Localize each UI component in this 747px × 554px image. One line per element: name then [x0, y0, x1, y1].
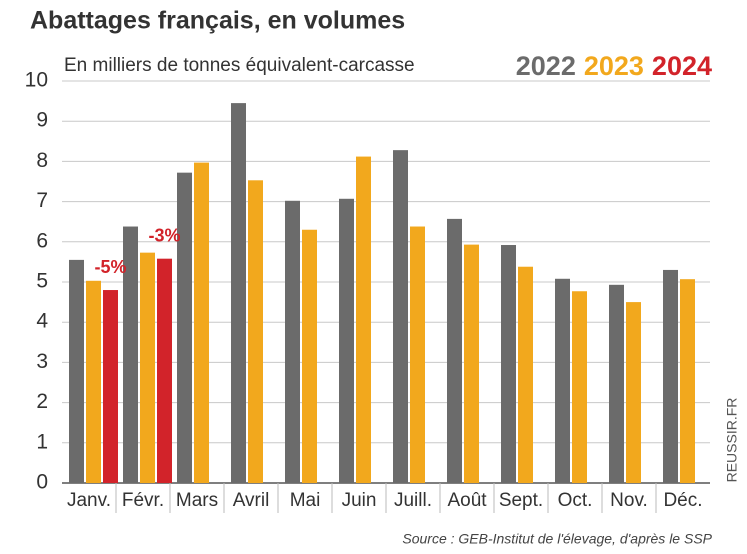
legend-entry: 2024	[652, 51, 712, 81]
y-tick-label: 7	[36, 189, 48, 212]
x-tick-label: Déc.	[663, 490, 702, 511]
bar	[501, 245, 516, 483]
bar	[609, 284, 624, 483]
y-tick-label: 3	[36, 350, 48, 373]
x-tick-label: Nov.	[610, 490, 648, 511]
source: Source : GEB-Institut de l'élevage, d'ap…	[402, 531, 712, 547]
bar	[626, 302, 641, 483]
legend-entry: 2023	[584, 51, 644, 81]
x-tick-label: Avril	[233, 490, 270, 511]
bar	[231, 103, 246, 484]
y-tick-label: 8	[36, 149, 48, 172]
chart-title: Abattages français, en volumes	[30, 7, 405, 35]
bar	[356, 156, 371, 484]
x-tick-label: Juin	[342, 490, 377, 511]
y-tick-label: 6	[36, 229, 48, 252]
bar	[194, 162, 209, 483]
bar	[285, 200, 300, 483]
y-tick-label: 0	[36, 471, 48, 494]
y-tick-label: 1	[36, 430, 48, 453]
chart-subtitle: En milliers de tonnes équivalent-carcass…	[64, 55, 415, 76]
bar	[410, 226, 425, 484]
x-tick-label: Janv.	[67, 490, 111, 511]
y-tick-label: 2	[36, 390, 48, 413]
x-tick-label: Oct.	[558, 490, 593, 511]
bar	[447, 218, 462, 484]
x-tick-label: Mai	[290, 490, 321, 511]
x-tick-label: Mars	[176, 490, 218, 511]
x-tick-label: Févr.	[122, 490, 164, 511]
bar	[177, 172, 192, 483]
y-tick-label: 10	[25, 69, 48, 92]
bar	[518, 266, 533, 483]
legend-entry: 2022	[516, 51, 576, 81]
x-tick-label: Sept.	[499, 490, 543, 511]
bar	[140, 252, 155, 483]
bar	[123, 226, 138, 484]
y-tick-label: 9	[36, 109, 48, 132]
bar	[103, 290, 118, 483]
bar	[69, 259, 84, 483]
annotation: -5%	[94, 257, 126, 277]
watermark: REUSSIR.FR	[724, 398, 740, 483]
x-tick-label: Août	[447, 490, 487, 511]
bar	[555, 278, 570, 483]
bar	[248, 180, 263, 483]
x-tick-label: Juill.	[394, 490, 432, 511]
annotation: -3%	[148, 225, 180, 245]
bar	[393, 150, 408, 484]
bar	[572, 291, 587, 483]
bar	[86, 280, 101, 483]
bar	[302, 229, 317, 483]
y-tick-label: 5	[36, 270, 48, 293]
bar	[464, 244, 479, 483]
bar	[663, 269, 678, 483]
bar	[339, 198, 354, 483]
y-tick-label: 4	[36, 310, 48, 333]
bar	[680, 279, 695, 483]
bar	[157, 258, 172, 483]
